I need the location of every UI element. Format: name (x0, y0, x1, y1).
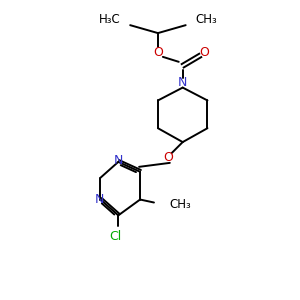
Text: CH₃: CH₃ (196, 13, 217, 26)
Text: N: N (114, 154, 123, 167)
Text: N: N (95, 193, 104, 206)
Text: O: O (200, 46, 209, 59)
Text: CH₃: CH₃ (170, 198, 192, 211)
Text: Cl: Cl (109, 230, 122, 243)
Text: O: O (163, 152, 173, 164)
Text: O: O (153, 46, 163, 59)
Text: N: N (178, 76, 188, 89)
Text: H₃C: H₃C (98, 13, 120, 26)
